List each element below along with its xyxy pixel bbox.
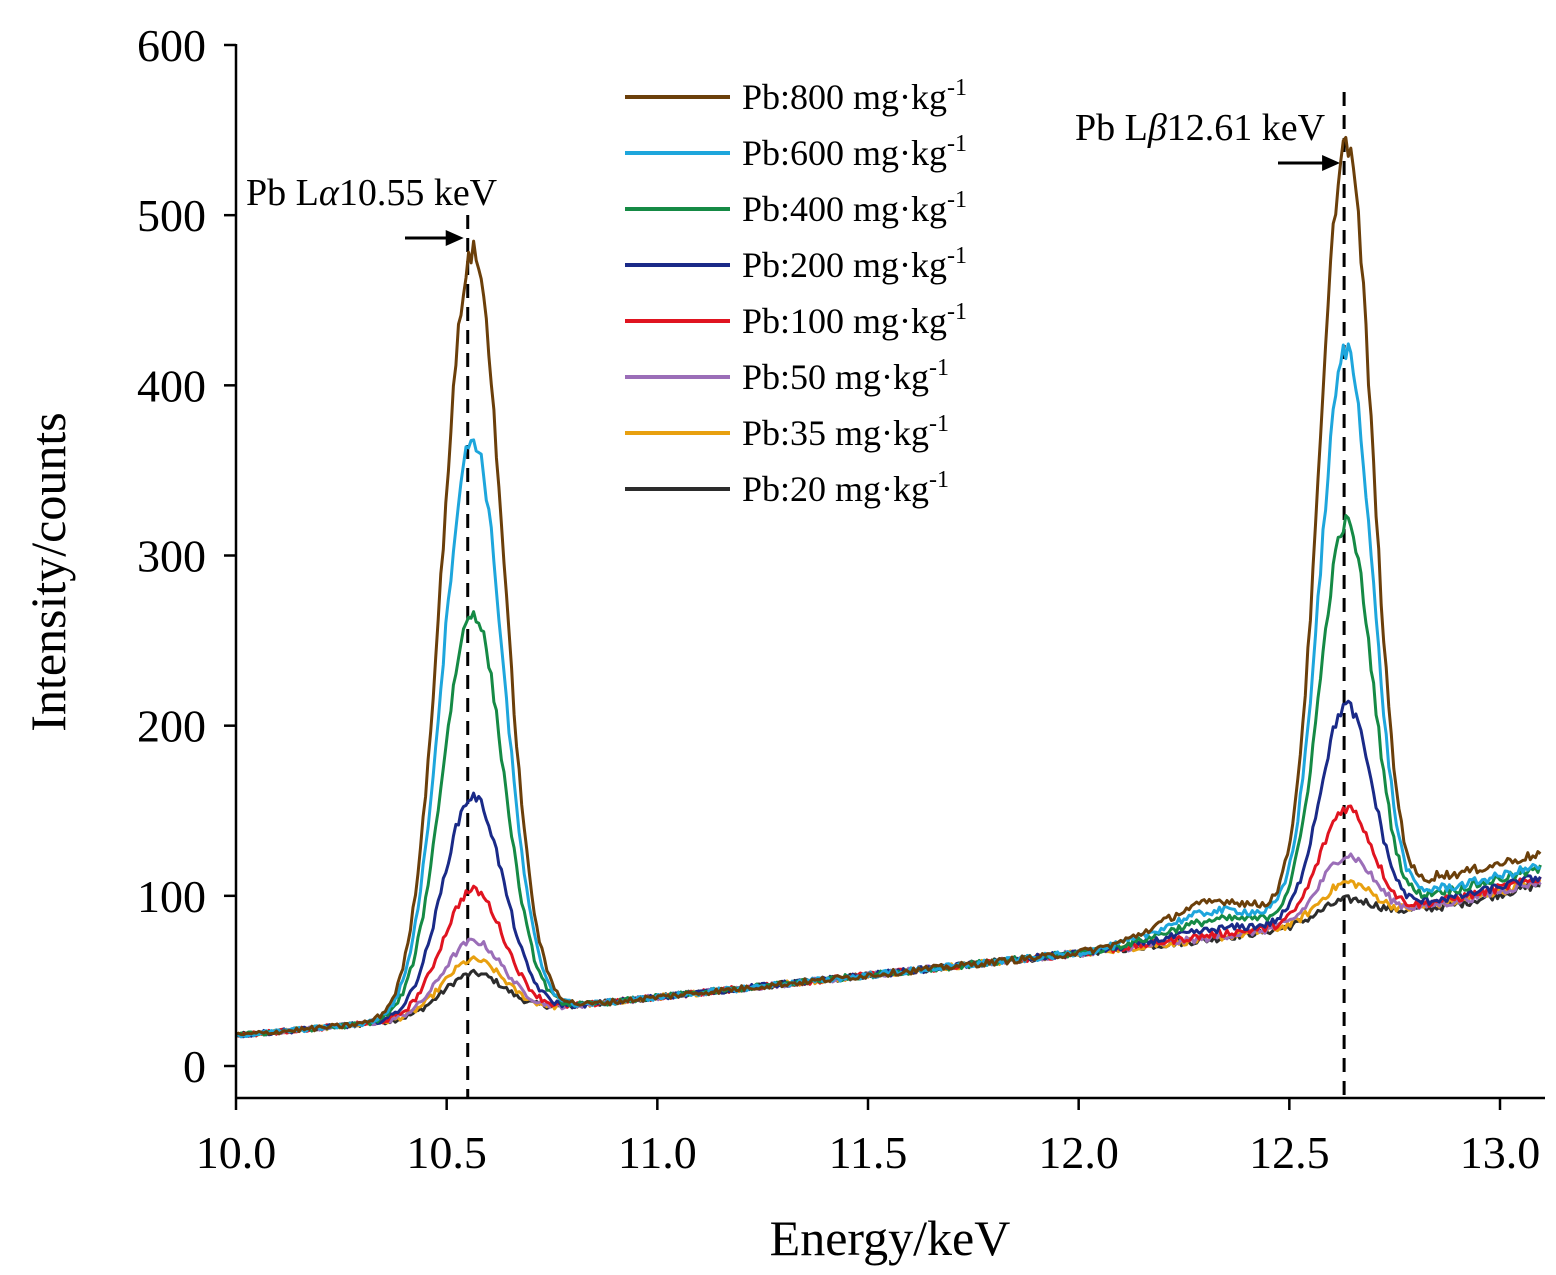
legend-item: Pb:600 mg·kg-1 [625, 131, 967, 173]
legend-label-main: Pb:50 mg·kg [742, 357, 929, 397]
peak-label-prefix: Pb L [246, 172, 319, 214]
x-tick-label: 12.0 [1038, 1127, 1119, 1178]
peak-label-symbol: α [319, 172, 340, 214]
legend-label: Pb:600 mg·kg-1 [742, 131, 967, 173]
x-tick-label: 11.5 [829, 1127, 908, 1178]
arrow-head [1322, 155, 1341, 171]
legend-label: Pb:800 mg·kg-1 [742, 75, 967, 117]
legend-label-sup: -1 [947, 131, 967, 157]
x-tick-label: 12.5 [1249, 1127, 1330, 1178]
arrow-head [445, 230, 464, 246]
legend-label-main: Pb:400 mg·kg [742, 189, 947, 229]
legend-item: Pb:50 mg·kg-1 [625, 355, 949, 397]
series-lines [234, 135, 1542, 1039]
peak-label: Pb Lβ12.61 keV [1075, 107, 1326, 149]
legend-label-sup: -1 [947, 187, 967, 213]
legend-item: Pb:100 mg·kg-1 [625, 299, 967, 341]
y-tick-label: 0 [183, 1041, 206, 1092]
legend-label-main: Pb:800 mg·kg [742, 77, 947, 117]
y-tick-label: 600 [137, 20, 206, 71]
y-axis-title: Intensity/counts [20, 412, 76, 731]
legend-label-sup: -1 [929, 411, 949, 437]
y-tick-label: 100 [137, 871, 206, 922]
x-tick-label: 11.0 [618, 1127, 697, 1178]
legend-label-sup: -1 [947, 243, 967, 269]
legend-item: Pb:800 mg·kg-1 [625, 75, 967, 117]
legend-label-main: Pb:200 mg·kg [742, 245, 947, 285]
peak-label-symbol: β [1147, 107, 1167, 149]
y-tick-label: 500 [137, 190, 206, 241]
y-tick-label: 200 [137, 701, 206, 752]
series-line [235, 135, 1542, 1037]
legend-label-main: Pb:600 mg·kg [742, 133, 947, 173]
legend-label: Pb:50 mg·kg-1 [742, 355, 949, 397]
x-tick-label: 13.0 [1460, 1127, 1541, 1178]
legend-label: Pb:400 mg·kg-1 [742, 187, 967, 229]
legend-label-sup: -1 [947, 299, 967, 325]
legend-label-sup: -1 [929, 467, 949, 493]
peak-label-energy: 10.55 keV [339, 172, 498, 214]
peak-label: Pb Lα10.55 keV [246, 172, 498, 214]
legend: Pb:800 mg·kg-1Pb:600 mg·kg-1Pb:400 mg·kg… [625, 75, 967, 509]
series-line [235, 514, 1542, 1038]
legend-label-sup: -1 [929, 355, 949, 381]
legend-label: Pb:100 mg·kg-1 [742, 299, 967, 341]
y-tick-label: 300 [137, 531, 206, 582]
y-ticks: 0 100 200 300 400 500 600 [137, 20, 236, 1092]
legend-label-main: Pb:20 mg·kg [742, 469, 929, 509]
x-tick-label: 10.5 [406, 1127, 487, 1178]
legend-label: Pb:35 mg·kg-1 [742, 411, 949, 453]
series-line [235, 699, 1542, 1039]
x-axis-title: Energy/keV [770, 1210, 1011, 1266]
legend-label-main: Pb:35 mg·kg [742, 413, 929, 453]
peak-label-prefix: Pb L [1075, 107, 1148, 149]
peak-label-energy: 12.61 keV [1167, 107, 1326, 149]
x-tick-label: 10.0 [196, 1127, 277, 1178]
x-ticks: 10.0 10.5 11.0 11.5 12.0 12.5 13.0 [196, 1098, 1541, 1178]
legend-label-sup: -1 [947, 75, 967, 101]
legend-item: Pb:200 mg·kg-1 [625, 243, 967, 285]
legend-label-main: Pb:100 mg·kg [742, 301, 947, 341]
axes [234, 44, 1545, 1100]
legend-item: Pb:35 mg·kg-1 [625, 411, 949, 453]
legend-item: Pb:20 mg·kg-1 [625, 467, 949, 509]
legend-label: Pb:200 mg·kg-1 [742, 243, 967, 285]
legend-item: Pb:400 mg·kg-1 [625, 187, 967, 229]
legend-label: Pb:20 mg·kg-1 [742, 467, 949, 509]
y-tick-label: 400 [137, 360, 206, 411]
